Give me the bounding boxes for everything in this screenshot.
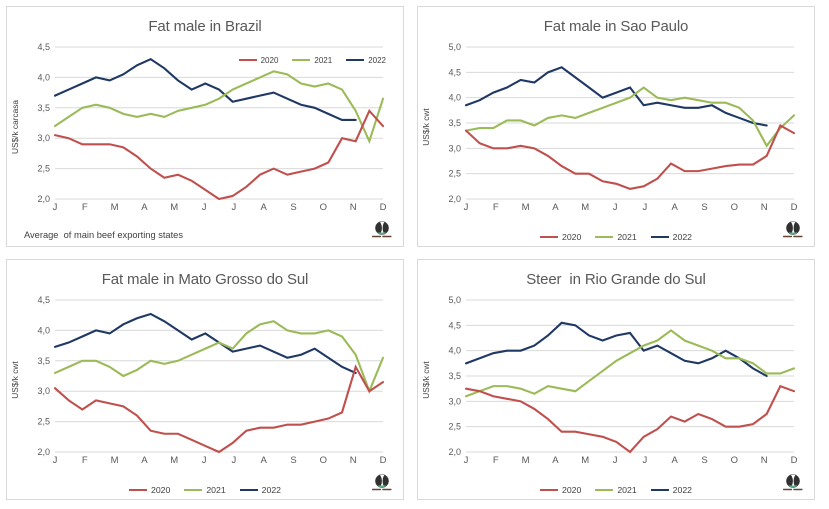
svg-text:D: D <box>791 455 798 466</box>
svg-text:O: O <box>731 455 738 466</box>
svg-text:5,0: 5,0 <box>448 295 461 305</box>
svg-text:2,0: 2,0 <box>37 194 50 204</box>
svg-text:2,5: 2,5 <box>448 422 461 432</box>
svg-text:5,0: 5,0 <box>448 42 461 52</box>
svg-text:4,5: 4,5 <box>37 42 50 52</box>
svg-text:4,0: 4,0 <box>37 72 50 82</box>
svg-text:2,0: 2,0 <box>448 194 461 204</box>
svg-text:N: N <box>350 202 357 213</box>
svg-text:O: O <box>320 455 327 466</box>
svg-text:2,5: 2,5 <box>448 169 461 179</box>
svg-text:3,0: 3,0 <box>37 386 50 396</box>
svg-text:4,0: 4,0 <box>37 325 50 335</box>
svg-text:J: J <box>232 202 237 213</box>
svg-text:A: A <box>672 455 679 466</box>
svg-text:S: S <box>701 455 707 466</box>
svg-text:S: S <box>701 202 707 213</box>
svg-text:O: O <box>320 202 327 213</box>
svg-text:M: M <box>522 455 530 466</box>
svg-text:M: M <box>170 202 178 213</box>
svg-text:J: J <box>202 202 207 213</box>
svg-text:M: M <box>581 202 589 213</box>
svg-text:D: D <box>380 202 387 213</box>
svg-text:J: J <box>643 455 648 466</box>
svg-text:J: J <box>232 455 237 466</box>
svg-text:J: J <box>464 202 469 213</box>
svg-text:M: M <box>170 455 178 466</box>
svg-text:J: J <box>53 455 58 466</box>
svg-text:3,0: 3,0 <box>448 396 461 406</box>
svg-text:3,5: 3,5 <box>37 103 50 113</box>
svg-text:J: J <box>613 202 618 213</box>
svg-text:M: M <box>111 455 119 466</box>
svg-text:A: A <box>141 455 148 466</box>
svg-text:A: A <box>552 455 559 466</box>
svg-text:4,5: 4,5 <box>448 67 461 77</box>
svg-text:F: F <box>82 202 88 213</box>
svg-text:3,5: 3,5 <box>448 371 461 381</box>
svg-text:4,0: 4,0 <box>448 93 461 103</box>
svg-text:D: D <box>380 455 387 466</box>
svg-text:N: N <box>761 455 768 466</box>
svg-text:4,0: 4,0 <box>448 346 461 356</box>
svg-text:J: J <box>53 202 58 213</box>
svg-text:F: F <box>82 455 88 466</box>
svg-text:2,5: 2,5 <box>37 164 50 174</box>
svg-text:N: N <box>350 455 357 466</box>
svg-text:3,0: 3,0 <box>37 133 50 143</box>
svg-text:J: J <box>643 202 648 213</box>
svg-text:2,0: 2,0 <box>37 447 50 457</box>
svg-text:F: F <box>493 455 499 466</box>
svg-text:3,0: 3,0 <box>448 143 461 153</box>
svg-text:M: M <box>111 202 119 213</box>
svg-text:J: J <box>613 455 618 466</box>
svg-text:3,5: 3,5 <box>448 118 461 128</box>
svg-text:2,5: 2,5 <box>37 417 50 427</box>
svg-text:M: M <box>581 455 589 466</box>
svg-text:S: S <box>290 202 296 213</box>
svg-text:O: O <box>731 202 738 213</box>
svg-text:A: A <box>261 455 268 466</box>
svg-text:A: A <box>552 202 559 213</box>
svg-text:4,5: 4,5 <box>37 295 50 305</box>
svg-text:A: A <box>261 202 268 213</box>
svg-text:N: N <box>761 202 768 213</box>
svg-text:A: A <box>141 202 148 213</box>
svg-text:2,0: 2,0 <box>448 447 461 457</box>
svg-text:3,5: 3,5 <box>37 356 50 366</box>
svg-text:A: A <box>672 202 679 213</box>
svg-text:M: M <box>522 202 530 213</box>
svg-text:4,5: 4,5 <box>448 320 461 330</box>
svg-text:D: D <box>791 202 798 213</box>
svg-text:J: J <box>464 455 469 466</box>
svg-text:F: F <box>493 202 499 213</box>
svg-text:J: J <box>202 455 207 466</box>
svg-text:S: S <box>290 455 296 466</box>
